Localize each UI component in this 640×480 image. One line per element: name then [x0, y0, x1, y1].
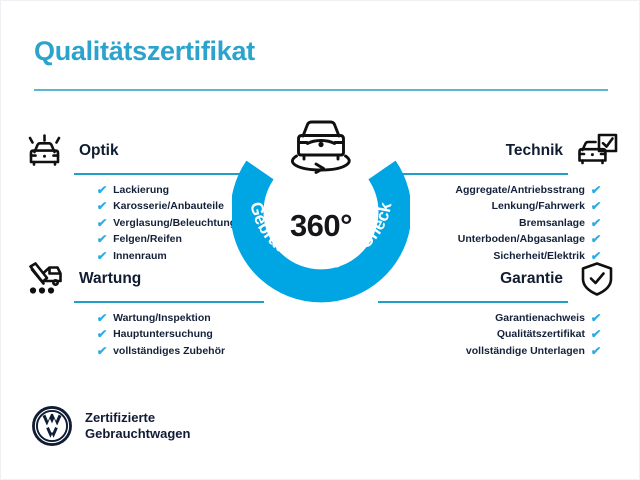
list-item-label: Hauptuntersuchung	[113, 328, 213, 340]
list-item: Unterboden/Abgasanlage ✔	[378, 231, 602, 248]
list-item-label: Unterboden/Abgasanlage	[457, 233, 585, 245]
section-wartung-title: Wartung	[79, 270, 142, 287]
list-item-label: Bremsanlage	[518, 216, 585, 229]
list-item: ✔ Verglasung/Beleuchtung	[96, 215, 264, 232]
check-icon: ✔	[96, 343, 108, 358]
footer-line-2: Gebrauchtwagen	[85, 426, 191, 441]
section-optik: Optik ✔ Lackierung ✔ Karosserie/Anbauteile…	[19, 129, 264, 264]
check-icon: ✔	[590, 199, 602, 214]
car-checkbox-icon	[571, 129, 623, 173]
list-item-label: Wartung/Inspektion	[113, 311, 211, 324]
section-technik-title: Technik	[505, 142, 563, 159]
shield-check-icon	[571, 257, 623, 301]
section-garantie: Garantie Garantienachweis ✔ Qualitätszert…	[378, 257, 623, 359]
badge-ring: Gebrauchtwagen-Check	[232, 160, 410, 303]
list-item: Aggregate/Antriebsstrang ✔	[378, 182, 601, 199]
section-technik-divider	[378, 173, 568, 175]
footer-text: Zertifizierte Gebrauchtwagen	[85, 410, 190, 442]
footer-brand-lockup: Zertifizierte Gebrauchtwagen	[31, 405, 190, 447]
section-optik-header: Optik	[19, 129, 264, 173]
list-item-label: vollständige Unterlagen	[465, 344, 585, 357]
section-wartung-divider	[74, 301, 264, 303]
title-divider	[34, 89, 608, 91]
section-garantie-title: Garantie	[500, 270, 563, 287]
section-optik-divider	[74, 173, 264, 175]
section-technik: Technik Aggregate/Antriebsstrang ✔ Lenkun…	[378, 129, 623, 264]
check-icon: ✔	[96, 232, 108, 247]
check-icon: ✔	[96, 182, 108, 197]
check-icon: ✔	[590, 182, 602, 197]
check-icon: ✔	[590, 232, 602, 247]
footer-line-1: Zertifizierte	[85, 410, 156, 425]
list-item-label: Lenkung/Fahrwerk	[491, 200, 585, 212]
section-wartung-header: Wartung	[19, 257, 264, 301]
section-optik-list: ✔ Lackierung ✔ Karosserie/Anbauteile ✔ Verg…	[96, 182, 264, 265]
list-item-label: Lackierung	[113, 183, 170, 196]
list-item: ✔ vollständiges Zubehör	[96, 343, 264, 360]
list-item-label: Verglasung/Beleuchtung	[113, 216, 237, 229]
list-item: ✔ Innenraum	[96, 248, 264, 265]
list-item: ✔ Wartung/Inspektion	[96, 310, 264, 327]
list-item: Bremsanlage ✔	[378, 215, 602, 232]
list-item-label: Sicherheit/Elektrik	[493, 249, 585, 262]
section-garantie-list: Garantienachweis ✔ Qualitätszertifikat ✔ v…	[378, 310, 602, 360]
car-front-rotate-icon	[290, 120, 351, 174]
check-icon: ✔	[590, 343, 602, 358]
service-pen-car-icon	[19, 257, 71, 301]
check-icon: ✔	[96, 215, 108, 230]
list-item: ✔ Karosserie/Anbauteile	[96, 198, 264, 215]
section-garantie-header: Garantie	[378, 257, 623, 301]
list-item-label: Qualitätszertifikat	[496, 328, 585, 340]
list-item: Lenkung/Fahrwerk ✔	[378, 198, 602, 215]
list-item: vollständige Unterlagen ✔	[378, 343, 602, 360]
list-item-label: Innenraum	[113, 249, 167, 262]
volkswagen-logo	[32, 406, 72, 446]
check-icon: ✔	[96, 310, 108, 325]
list-item-label: Garantienachweis	[495, 311, 585, 324]
section-technik-list: Aggregate/Antriebsstrang ✔ Lenkung/Fahrwe…	[378, 182, 601, 265]
badge-360-gebrauchtwagen-check: Gebrauchtwagen-Check 360°	[232, 114, 410, 306]
list-item: ✔ Hauptuntersuchung	[96, 326, 264, 343]
page-title: Qualitätszertifikat	[34, 36, 255, 66]
list-item: Sicherheit/Elektrik ✔	[378, 248, 602, 265]
list-item-label: Aggregate/Antriebsstrang	[455, 183, 585, 196]
check-icon: ✔	[590, 327, 602, 342]
list-item-label: vollständiges Zubehör	[113, 344, 226, 357]
section-technik-header: Technik	[378, 129, 623, 173]
list-item: ✔ Felgen/Reifen	[96, 231, 264, 248]
list-item-label: Felgen/Reifen	[113, 233, 182, 245]
badge-degrees-label: 360°	[289, 208, 353, 243]
list-item: Garantienachweis ✔	[378, 310, 602, 327]
list-item: ✔ Lackierung	[96, 182, 264, 199]
check-icon: ✔	[590, 215, 602, 230]
list-item: Qualitätszertifikat ✔	[378, 326, 602, 343]
car-shine-icon	[19, 129, 71, 173]
section-garantie-divider	[378, 301, 568, 303]
check-icon: ✔	[590, 310, 602, 325]
section-optik-title: Optik	[79, 142, 119, 159]
section-wartung-list: ✔ Wartung/Inspektion ✔ Hauptuntersuchung ✔…	[96, 310, 264, 360]
check-icon: ✔	[96, 199, 108, 214]
check-icon: ✔	[96, 327, 108, 342]
section-wartung: Wartung ✔ Wartung/Inspektion ✔ Hauptunters…	[19, 257, 264, 359]
list-item-label: Karosserie/Anbauteile	[113, 200, 224, 212]
